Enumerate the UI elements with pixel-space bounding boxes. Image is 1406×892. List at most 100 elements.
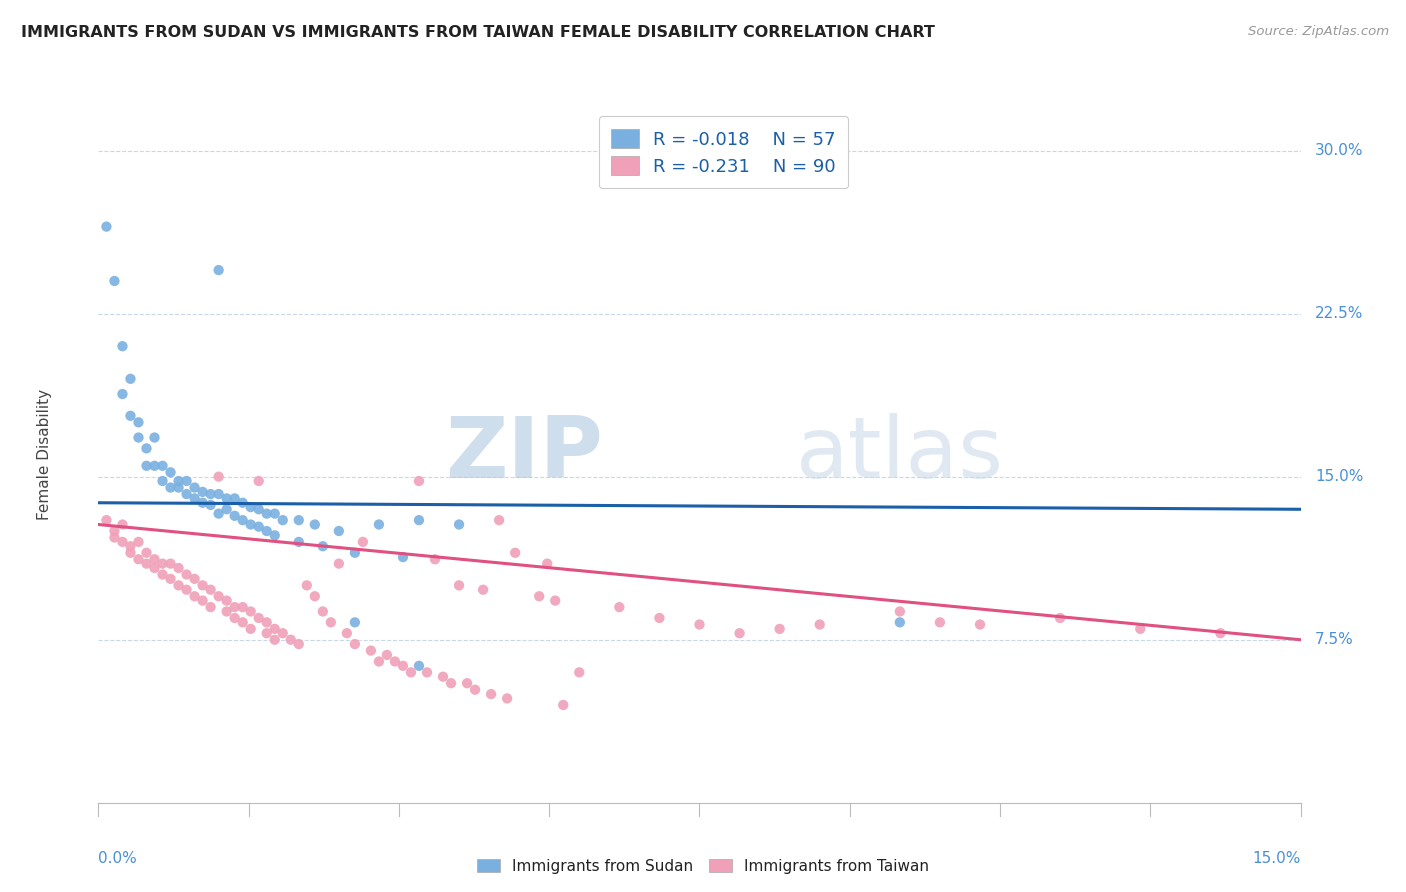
Point (135, 557, 157, 571)
Point (472, 582, 495, 597)
Point (128, 415, 150, 429)
Point (208, 263, 231, 277)
Point (416, 665, 439, 680)
Point (103, 524, 125, 538)
Point (328, 524, 350, 538)
Point (111, 339, 134, 353)
Point (503, 546, 526, 560)
Point (343, 637, 366, 651)
Point (432, 670, 454, 684)
Point (120, 546, 142, 560)
Point (191, 593, 214, 607)
Point (1209, 626, 1232, 640)
Point (496, 691, 519, 706)
Point (176, 474, 198, 488)
Point (224, 611, 246, 625)
Point (343, 546, 366, 560)
Point (271, 626, 294, 640)
Point (215, 593, 238, 607)
Point (328, 557, 350, 571)
Point (167, 481, 190, 495)
Point (280, 632, 302, 647)
Point (256, 524, 278, 538)
Point (191, 484, 214, 499)
Text: 7.5%: 7.5% (1315, 632, 1354, 648)
Point (167, 561, 190, 575)
Point (969, 617, 991, 632)
Point (247, 474, 270, 488)
Point (319, 615, 342, 630)
Text: 22.5%: 22.5% (1315, 306, 1364, 321)
Point (200, 582, 222, 597)
Point (159, 481, 181, 495)
Point (447, 578, 470, 592)
Point (408, 513, 430, 527)
Point (176, 567, 198, 582)
Point (392, 658, 415, 673)
Point (247, 502, 270, 516)
Point (288, 513, 311, 527)
Point (536, 557, 558, 571)
Point (167, 578, 190, 592)
Point (159, 466, 181, 480)
Point (143, 561, 166, 575)
Point (152, 474, 174, 488)
Point (176, 487, 198, 501)
Point (200, 600, 222, 615)
Point (263, 507, 285, 521)
Point (224, 600, 246, 615)
Point (553, 698, 575, 712)
Point (183, 572, 205, 586)
Point (159, 557, 181, 571)
Point (111, 517, 134, 532)
Text: 0.0%: 0.0% (98, 851, 138, 865)
Point (183, 589, 205, 603)
Point (111, 535, 134, 549)
Point (304, 589, 326, 603)
Point (312, 539, 335, 553)
Point (183, 491, 205, 506)
Point (208, 589, 231, 603)
Point (191, 578, 214, 592)
Point (208, 487, 231, 501)
Point (128, 535, 150, 549)
Point (440, 676, 463, 690)
Point (224, 491, 246, 506)
Point (392, 550, 415, 565)
Point (568, 665, 591, 680)
Point (200, 487, 222, 501)
Point (135, 442, 157, 456)
Point (447, 517, 470, 532)
Point (408, 658, 430, 673)
Point (215, 502, 238, 516)
Point (167, 474, 190, 488)
Point (232, 496, 254, 510)
Text: Female Disability: Female Disability (37, 389, 52, 521)
Point (368, 517, 391, 532)
Point (488, 513, 510, 527)
Point (256, 626, 278, 640)
Point (239, 622, 262, 636)
Text: atlas: atlas (796, 413, 1004, 497)
Point (128, 552, 150, 566)
Point (263, 622, 285, 636)
Point (456, 676, 478, 690)
Point (143, 431, 166, 445)
Point (288, 535, 311, 549)
Point (96, 219, 118, 234)
Point (256, 615, 278, 630)
Point (688, 617, 710, 632)
Point (889, 615, 911, 630)
Point (1049, 611, 1071, 625)
Point (111, 387, 134, 401)
Point (232, 615, 254, 630)
Point (143, 552, 166, 566)
Point (1129, 622, 1152, 636)
Point (152, 567, 174, 582)
Legend: R = -0.018    N = 57, R = -0.231    N = 90: R = -0.018 N = 57, R = -0.231 N = 90 (599, 116, 848, 188)
Point (609, 600, 631, 615)
Point (215, 491, 238, 506)
Point (247, 519, 270, 533)
Point (200, 498, 222, 512)
Point (152, 557, 174, 571)
